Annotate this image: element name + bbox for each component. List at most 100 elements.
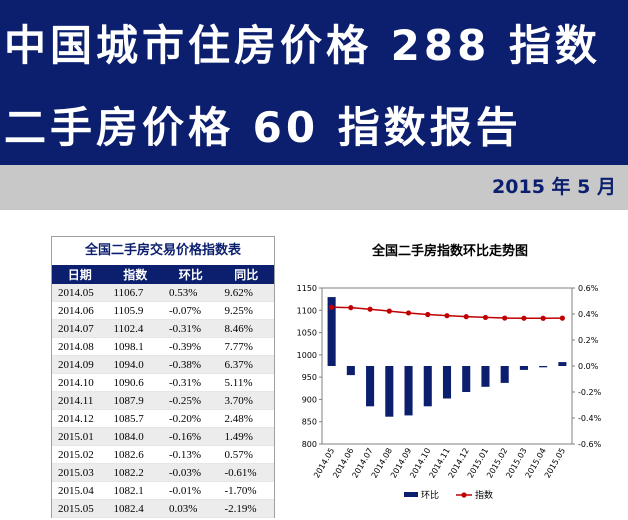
table-cell: -0.31% [163, 319, 219, 338]
table-cell: -0.13% [163, 445, 219, 464]
table-cell: 2014.07 [52, 319, 108, 338]
y-left-tick-label: 950 [302, 373, 317, 382]
table-cell: 1102.4 [107, 319, 163, 338]
bar-mark [558, 362, 567, 366]
bar-mark [404, 366, 413, 416]
index-point [425, 311, 431, 318]
y-right-tick-label: -0.6% [578, 440, 602, 449]
table-cell: 1105.9 [107, 301, 163, 320]
table-cell: 9.62% [218, 284, 274, 302]
table-cell: 2015.02 [52, 445, 108, 464]
table-cell: 1082.4 [107, 499, 163, 518]
index-point [329, 304, 335, 310]
trend-chart: 800 850 900 950 1000 1050 1100 1150 -0.6% -0.4% -0… [297, 284, 602, 501]
y-left-tick-label: 1100 [297, 306, 317, 315]
table-header-cell: 指数 [107, 265, 163, 284]
index-point [367, 306, 373, 312]
table-row: 2015.01 1084.0 -0.16% 1.49% [52, 427, 274, 446]
table-cell: -0.16% [163, 427, 219, 446]
report-date: 2015 年 5 月 [492, 176, 616, 198]
table-cell: 1085.7 [107, 409, 163, 428]
y-right-tick-label: 0.2% [578, 336, 599, 345]
table-cell: -0.61% [218, 463, 274, 482]
index-point [463, 314, 469, 320]
table-row: 2014.11 1087.9 -0.25% 3.70% [52, 391, 274, 410]
table-cell: 1082.1 [107, 481, 163, 500]
table-cell: 1087.9 [107, 391, 163, 410]
index-point [559, 315, 565, 321]
index-point [386, 308, 392, 314]
table-row: 2014.09 1094.0 -0.38% 6.37% [52, 355, 274, 374]
table-cell: 1082.6 [107, 445, 163, 464]
table-cell: 0.03% [163, 499, 219, 518]
index-point [521, 315, 527, 321]
table-cell: -0.38% [163, 355, 219, 374]
table-cell: 5.11% [218, 373, 274, 392]
table-cell: 1084.0 [107, 427, 163, 446]
table-cell: 1090.6 [107, 373, 163, 392]
y-left-tick-label: 800 [302, 440, 317, 449]
table-row: 2015.02 1082.6 -0.13% 0.57% [52, 445, 274, 464]
table-cell: 2015.03 [52, 463, 108, 482]
table-row: 2014.10 1090.6 -0.31% 5.11% [52, 373, 274, 392]
table-row: 2015.04 1082.1 -0.01% -1.70% [52, 481, 274, 500]
bar-mark [423, 366, 432, 407]
bar-mark [539, 366, 548, 368]
table-row: 2014.06 1105.9 -0.07% 9.25% [52, 301, 274, 320]
report-title-line1: 中国城市住房价格 288 指数 [4, 21, 601, 70]
table-cell: 9.25% [218, 301, 274, 320]
table-cell: 2014.09 [52, 355, 108, 374]
bar-mark [346, 366, 355, 376]
y-right-tick-label: 0.4% [578, 310, 599, 319]
table-cell: -0.20% [163, 409, 219, 428]
table-caption: 全国二手房交易价格指数表 [52, 237, 274, 265]
table-cell: 1.49% [218, 427, 274, 446]
table-cell: -0.07% [163, 301, 219, 320]
table-cell: 1082.2 [107, 463, 163, 482]
index-table: 日期 指数 环比 同比 2014.05 1106.7 0.53% 9.62% 2014.06 1… [52, 265, 274, 518]
table-cell: 6.37% [218, 355, 274, 374]
bar-mark [366, 366, 375, 407]
index-point [444, 313, 450, 319]
table-cell: -0.01% [163, 481, 219, 500]
table-row: 2014.12 1085.7 -0.20% 2.48% [52, 409, 274, 428]
table-row: 2014.07 1102.4 -0.31% 8.46% [52, 319, 274, 338]
index-point [405, 310, 412, 316]
legend-line-label: 指数 [475, 489, 493, 501]
table-cell: -2.19% [218, 499, 274, 518]
header-banner: 中国城市住房价格 288 指数 二手房价格 60 指数报告 [0, 0, 628, 165]
table-header-cell: 环比 [163, 265, 219, 284]
report-title-line2: 二手房价格 60 指数报告 [4, 103, 522, 152]
table-cell: 1106.7 [107, 284, 163, 302]
table-header-row: 日期 指数 环比 同比 [52, 265, 274, 284]
table-cell: 2015.04 [52, 481, 108, 500]
bar-mark [385, 366, 394, 417]
table-cell: 0.57% [218, 445, 274, 464]
table-cell: 2014.05 [52, 284, 108, 302]
table-row: 2015.03 1082.2 -0.03% -0.61% [52, 463, 274, 482]
index-point [540, 315, 546, 321]
table-cell: 1098.1 [107, 337, 163, 356]
table-cell: -0.39% [163, 337, 219, 356]
legend-line-marker [461, 492, 467, 498]
y-left-tick-label: 1150 [297, 284, 317, 293]
y-right-tick-label: -0.4% [578, 414, 602, 423]
index-point [482, 314, 489, 321]
table-cell: 1094.0 [107, 355, 163, 374]
table-cell: 8.46% [218, 319, 274, 338]
table-row: 2014.08 1098.1 -0.39% 7.77% [52, 337, 274, 356]
index-point [502, 315, 508, 321]
y-right-tick-label: -0.2% [578, 388, 602, 397]
table-cell: 2014.06 [52, 301, 108, 320]
table-cell: -0.03% [163, 463, 219, 482]
table-body: 2014.05 1106.7 0.53% 9.62% 2014.06 1105.9 -0.0… [52, 284, 274, 518]
index-point [348, 305, 354, 311]
table-header-cell: 日期 [52, 265, 108, 284]
index-table-panel: 全国二手房交易价格指数表 日期 指数 环比 同比 2014.05 1106.7 0.53%… [51, 236, 275, 518]
table-cell: -0.25% [163, 391, 219, 410]
table-header-cell: 同比 [218, 265, 274, 284]
y-left-tick-label: 850 [302, 418, 317, 427]
date-bar: 2015 年 5 月 [0, 165, 628, 210]
chart-title: 全国二手房指数环比走势图 [371, 244, 528, 259]
y-left-tick-label: 1050 [297, 329, 317, 338]
